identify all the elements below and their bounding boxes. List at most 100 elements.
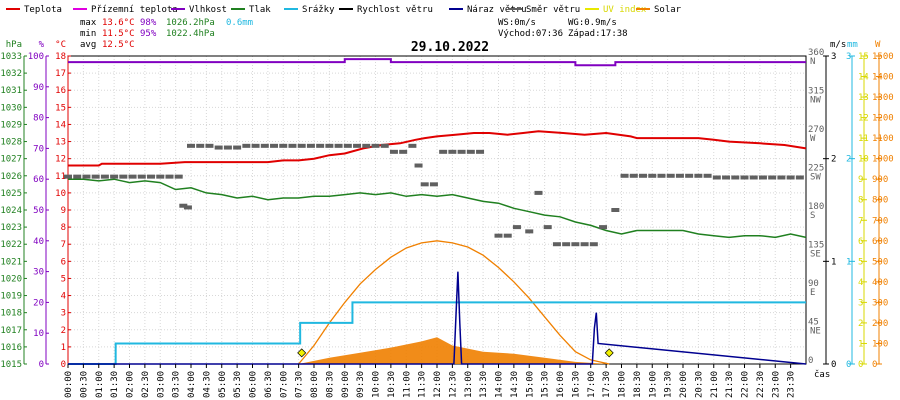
wind-direction-point — [353, 143, 362, 148]
x-axis-tick-label: 09:00 — [341, 371, 351, 398]
left-axis-unit: °C — [55, 40, 66, 50]
wind-direction-point — [525, 229, 534, 234]
wind-direction-point — [599, 225, 608, 230]
x-axis-tick-label: 16:00 — [556, 371, 566, 398]
right-axis-tick-label: 400 — [872, 278, 888, 288]
wind-direction-point — [316, 143, 325, 148]
direction-tick-label: SW — [810, 173, 821, 183]
left-axes: hPa1015101610171018101910201021102210231… — [0, 40, 71, 370]
x-axis-tick-label: 23:30 — [787, 371, 797, 398]
left-axis-tick-label: 1025 — [0, 189, 22, 199]
left-axis-tick-label: 60 — [33, 175, 44, 185]
direction-tick-label: NW — [810, 96, 821, 106]
right-axis-tick-label: 13 — [858, 93, 869, 103]
x-axis-tick-label: 22:30 — [756, 371, 766, 398]
wind-direction-point — [543, 225, 552, 230]
direction-tick-label: 90 — [808, 279, 819, 289]
x-axis-tick-label: 21:30 — [725, 371, 735, 398]
left-axis-tick-label: 30 — [33, 268, 44, 278]
wind-direction-point — [712, 175, 721, 180]
x-axis-tick-label: 01:30 — [110, 371, 120, 398]
left-axis-tick-label: 1015 — [0, 360, 22, 370]
legend-label: Vlhkost — [189, 5, 227, 15]
x-axis-tick-label: 19:30 — [664, 371, 674, 398]
right-axis-tick-label: 11 — [858, 134, 869, 144]
left-axis-tick-label: 1017 — [0, 326, 22, 336]
stat-ws: WS:0m/s — [498, 18, 536, 28]
wind-direction-point — [91, 174, 100, 179]
x-axis-tick-label: 08:00 — [310, 371, 320, 398]
wind-direction-point — [174, 174, 183, 179]
wind-direction-point — [223, 145, 232, 150]
left-axis-tick-label: 80 — [33, 114, 44, 124]
wind-direction-point — [439, 149, 448, 154]
wind-direction-point — [251, 143, 260, 148]
wind-direction-point — [420, 182, 429, 187]
right-axis-tick-label: 1500 — [872, 52, 894, 62]
right-axis-tick-label: 3 — [846, 52, 851, 62]
x-axis-tick-label: 15:30 — [541, 371, 551, 398]
direction-tick-label: W — [810, 134, 816, 144]
right-axis-tick-label: 2 — [846, 155, 851, 165]
x-axis-tick-label: 00:00 — [64, 371, 74, 398]
wind-direction-point — [758, 175, 767, 180]
stat-min-label: min — [80, 29, 96, 39]
wind-direction-point — [657, 173, 666, 178]
wind-direction-point — [580, 242, 589, 247]
x-axis-tick-label: 11:00 — [402, 371, 412, 398]
left-axis-tick-label: 15 — [55, 103, 66, 113]
wind-direction-point — [73, 174, 82, 179]
wind-direction-point — [100, 174, 109, 179]
stat-max-hum: 98% — [140, 18, 157, 28]
left-axis-tick-label: 12 — [55, 155, 66, 165]
right-axis-tick-label: 0 — [831, 360, 836, 370]
right-axis-tick-label: 2 — [858, 319, 863, 329]
legend-label: Teplota — [24, 5, 62, 15]
stat-max-press: 1026.2hPa — [166, 18, 215, 28]
gust-series — [68, 271, 807, 365]
x-axis-tick-label: 17:00 — [587, 371, 597, 398]
wind-direction-point — [82, 174, 91, 179]
left-axis-unit: % — [39, 40, 45, 50]
left-axis-tick-label: 1 — [61, 343, 66, 353]
wind-direction-point — [768, 175, 777, 180]
wind-direction-point — [494, 233, 503, 238]
left-axis-tick-label: 10 — [55, 189, 66, 199]
pressure-series — [68, 178, 807, 239]
right-axis-tick-label: 3 — [831, 52, 836, 62]
left-axis-tick-label: 1027 — [0, 155, 22, 165]
x-axis-tick-label: 04:30 — [202, 371, 212, 398]
wind-direction-point — [552, 242, 561, 247]
wind-direction-point — [457, 149, 466, 154]
chart-title: 29.10.2022 — [411, 40, 489, 55]
x-axis-label: čas — [814, 369, 830, 380]
stat-sunrise: Východ:07:36 — [498, 29, 563, 39]
left-axis-tick-label: 50 — [33, 206, 44, 216]
left-axis-tick-label: 1020 — [0, 274, 22, 284]
left-axis-tick-label: 8 — [61, 223, 66, 233]
wind-direction-point — [214, 145, 223, 150]
wind-direction-point — [648, 173, 657, 178]
wind-direction-point — [786, 175, 795, 180]
wind-direction-point — [620, 173, 629, 178]
wind-direction-point — [448, 149, 457, 154]
direction-tick-label: S — [810, 211, 815, 221]
wind-direction-point — [675, 173, 684, 178]
stat-max-label: max — [80, 18, 97, 28]
wind-direction-point — [156, 174, 165, 179]
right-axis-tick-label: 3 — [858, 298, 863, 308]
x-axis-tick-label: 22:00 — [741, 371, 751, 398]
wind-direction-point — [389, 149, 398, 154]
x-axis: 00:00 00:30 01:00 01:30 02:00 02:30 03:00 03:30… — [64, 364, 797, 398]
x-axis-tick-label: 16:30 — [571, 371, 581, 398]
wind-direction-point — [362, 143, 371, 148]
x-axis-tick-label: 03:00 — [156, 371, 166, 398]
x-axis-tick-label: 13:00 — [464, 371, 474, 398]
stat-avg-label: avg — [80, 40, 96, 50]
legend-label: Rychlost větru — [357, 5, 433, 15]
x-axis-tick-label: 19:00 — [648, 371, 658, 398]
wind-direction-point — [562, 242, 571, 247]
x-axis-tick-label: 06:30 — [264, 371, 274, 398]
